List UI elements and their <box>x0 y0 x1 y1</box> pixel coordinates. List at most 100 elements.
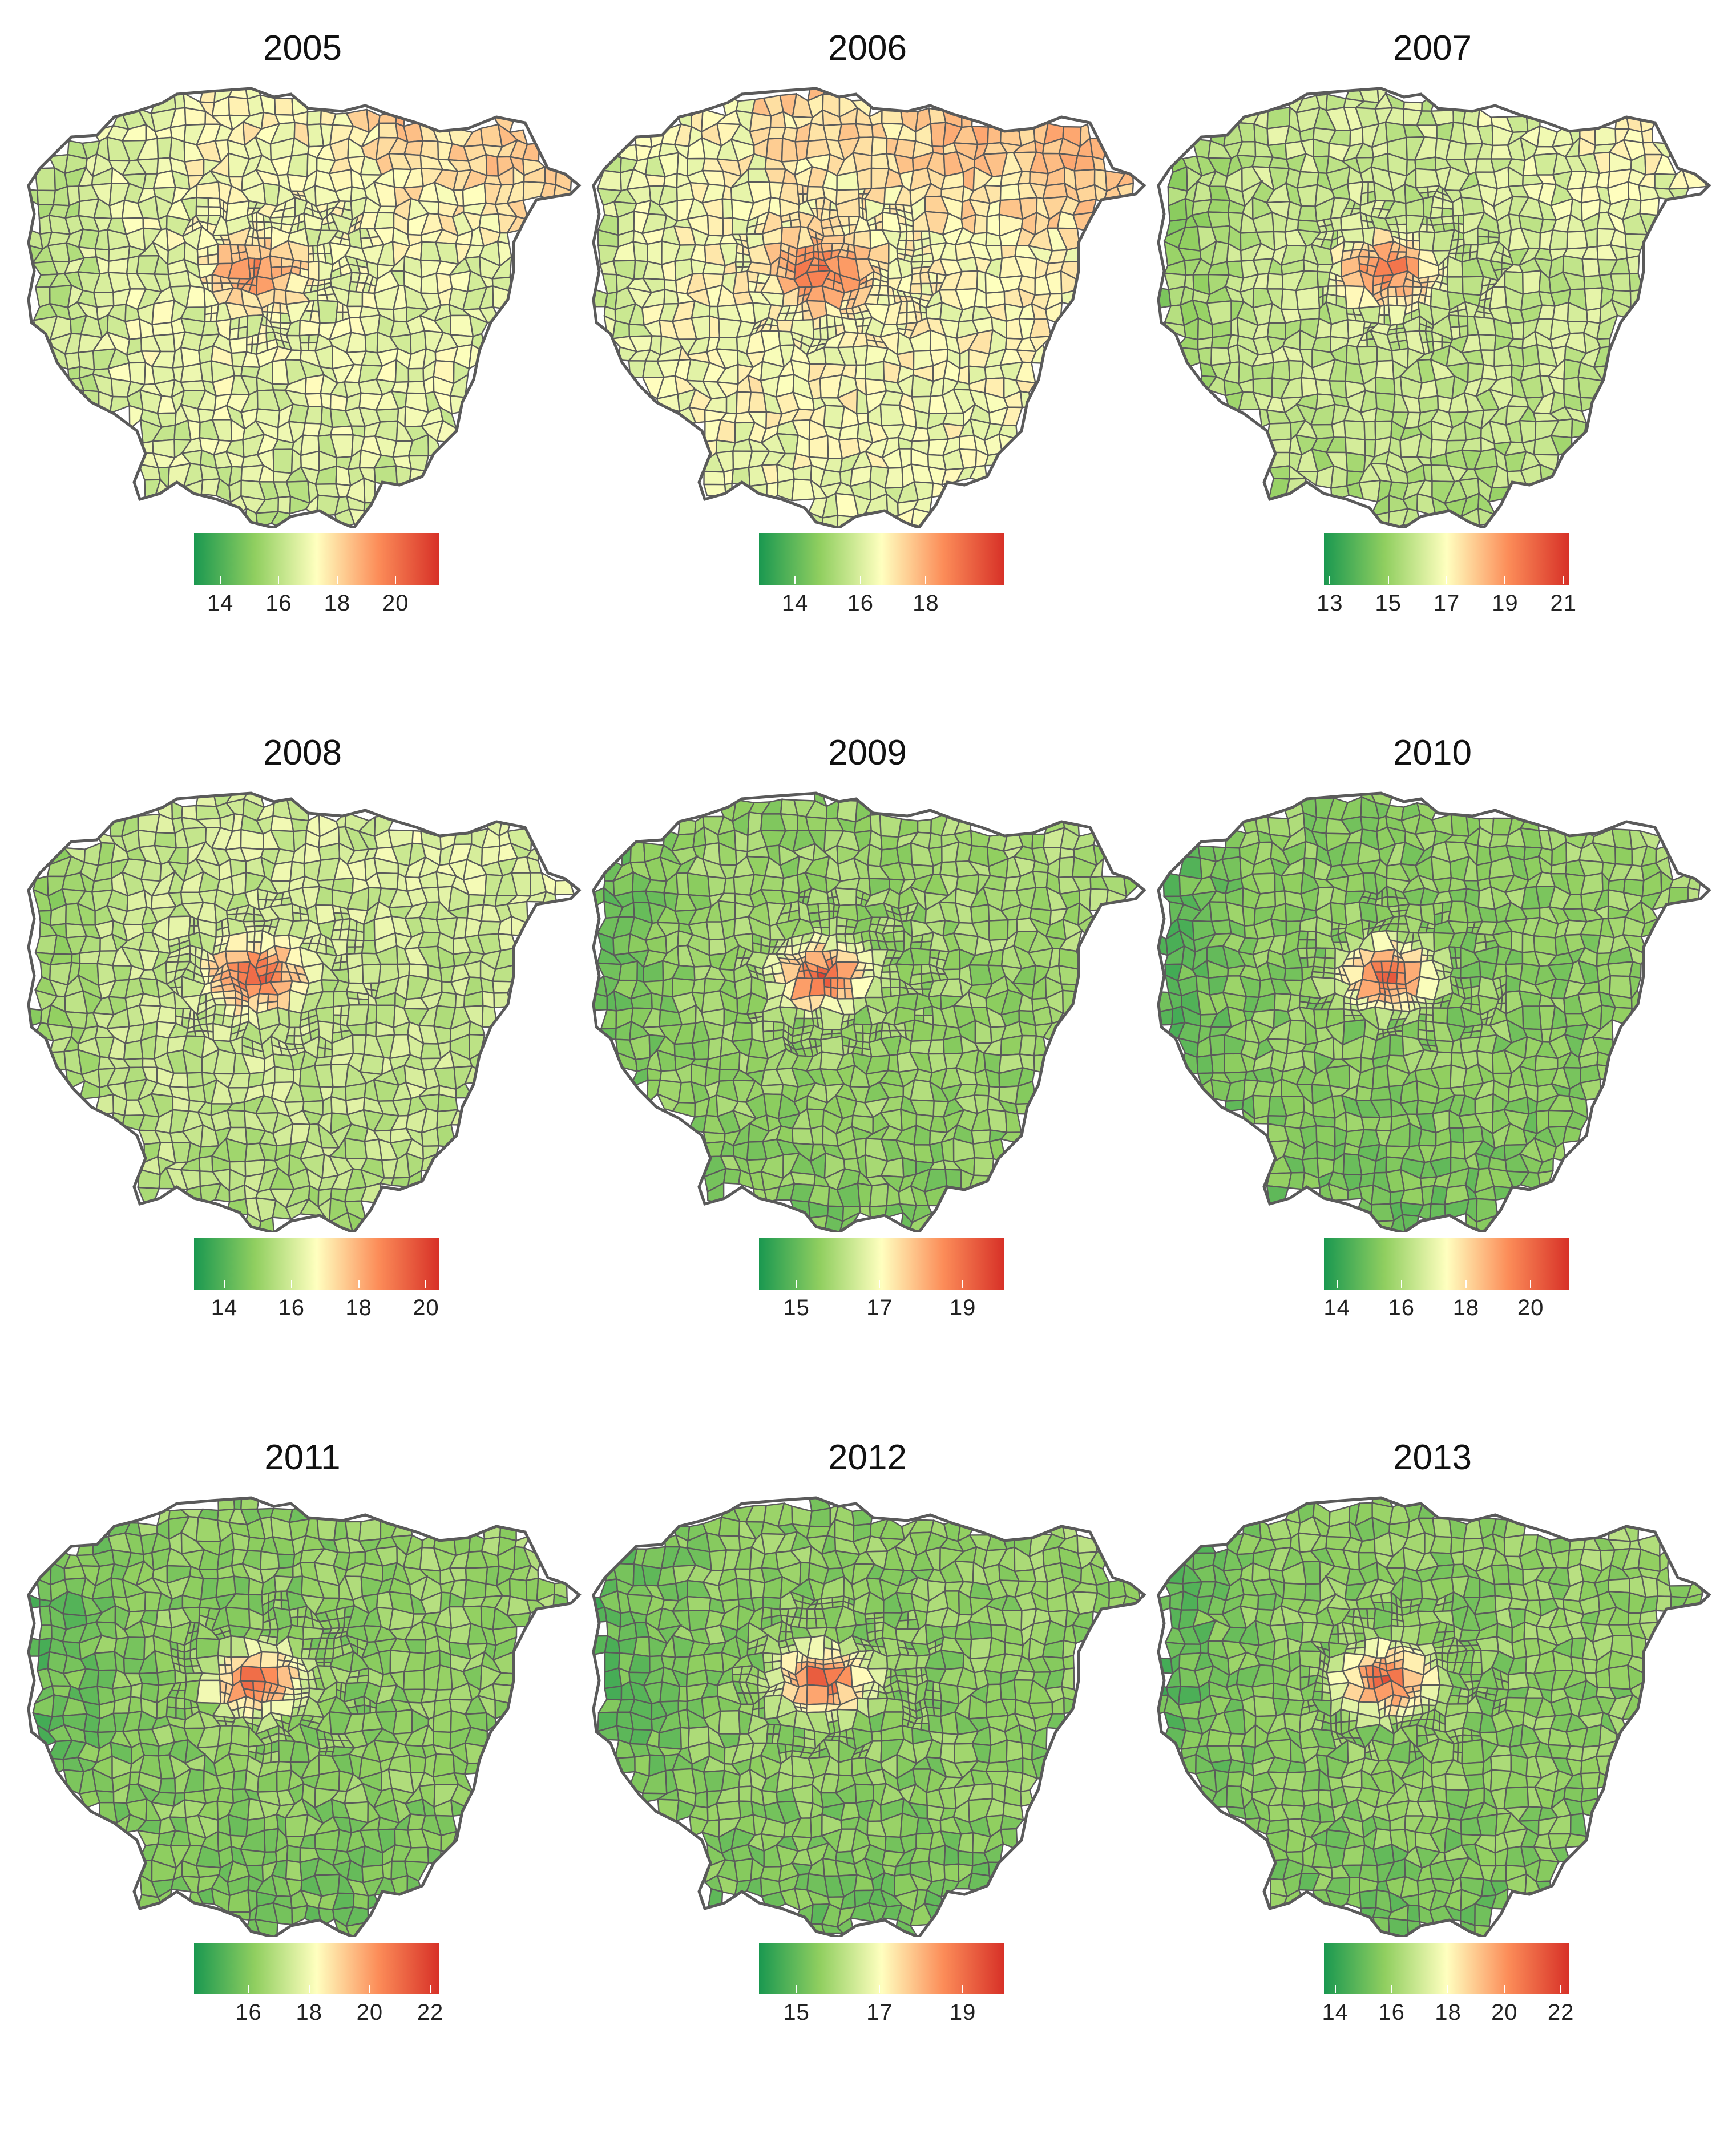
tick-mark <box>796 1280 797 1288</box>
ward-region <box>172 802 183 819</box>
tick-mark <box>224 1280 225 1288</box>
ward-region <box>1212 920 1231 934</box>
london-ward-map <box>588 787 1147 1232</box>
ward-region <box>288 154 308 177</box>
ward-region <box>94 292 114 307</box>
ward-region <box>601 1009 616 1029</box>
tick-mark <box>1504 576 1505 584</box>
ward-region <box>766 482 778 503</box>
tick-label: 16 <box>278 1295 305 1321</box>
tick-mark <box>1563 576 1564 584</box>
ward-region <box>228 1110 245 1127</box>
ward-region <box>362 964 381 983</box>
ward-region <box>348 291 363 306</box>
ward-region <box>200 969 209 977</box>
tick-mark <box>278 576 279 584</box>
ward-region <box>1093 157 1105 171</box>
ward-region <box>603 274 617 294</box>
ward-region <box>374 213 394 229</box>
ward-region <box>633 242 648 262</box>
ward-region <box>181 381 205 391</box>
tick-label: 18 <box>324 591 351 616</box>
ward-region <box>724 1169 741 1184</box>
ward-region <box>1359 249 1369 257</box>
ward-region <box>322 1097 332 1115</box>
ward-region <box>837 988 845 999</box>
ward-region <box>1549 230 1567 249</box>
ward-region <box>613 321 629 338</box>
tick-mark <box>1446 576 1447 584</box>
ward-region <box>928 272 937 284</box>
ward-region <box>942 1139 954 1162</box>
ward-region <box>208 198 220 207</box>
ward-region <box>158 1006 176 1023</box>
ward-region <box>321 224 329 231</box>
ward-region <box>274 98 293 115</box>
ward-region <box>37 191 55 205</box>
ward-region <box>1362 221 1368 229</box>
ward-region <box>1344 421 1364 440</box>
ward-region <box>124 1041 143 1060</box>
ward-region <box>483 992 495 1008</box>
ward-region <box>1208 212 1230 228</box>
ward-region <box>971 831 990 847</box>
ward-region <box>813 329 821 340</box>
tick-label: 16 <box>265 591 292 616</box>
ward-region <box>820 919 830 928</box>
ward-region <box>288 1028 295 1036</box>
ward-region <box>857 168 871 189</box>
ward-region <box>1610 274 1630 291</box>
ward-region <box>871 153 889 169</box>
ward-region <box>928 1040 944 1054</box>
ward-region <box>1328 279 1337 286</box>
ward-region <box>198 256 208 265</box>
ward-region <box>911 273 921 284</box>
ward-region <box>394 308 407 322</box>
ward-region <box>1615 847 1632 865</box>
ward-region <box>873 278 881 286</box>
ward-region <box>1063 991 1079 1014</box>
ward-region <box>404 141 423 156</box>
ward-region <box>1272 361 1290 380</box>
ward-region <box>870 111 882 126</box>
ward-region <box>885 468 903 488</box>
ward-region <box>1000 184 1020 201</box>
tick-label: 18 <box>913 591 939 616</box>
ward-region <box>482 1006 498 1028</box>
ward-region <box>185 159 204 176</box>
ward-region <box>736 253 744 262</box>
ward-region <box>663 978 673 996</box>
ward-region <box>305 407 322 424</box>
ward-region <box>918 819 931 833</box>
ward-region <box>1379 306 1384 315</box>
ward-region <box>362 940 376 953</box>
ward-region <box>732 218 748 235</box>
ward-region <box>1208 200 1229 213</box>
ward-region <box>709 316 720 338</box>
ward-region <box>421 273 438 294</box>
ward-region <box>899 223 907 232</box>
ward-region <box>1305 842 1318 859</box>
ward-region <box>196 207 209 216</box>
color-scale-bar <box>194 1238 439 1290</box>
ward-region <box>285 1036 294 1044</box>
ward-region <box>871 940 880 950</box>
tick-label: 21 <box>1551 591 1577 616</box>
tick-label: 20 <box>382 591 409 616</box>
ward-region <box>349 282 358 292</box>
ward-region <box>273 450 293 474</box>
ward-region <box>1396 215 1407 225</box>
ward-region <box>1567 231 1588 249</box>
panel-title: 2010 <box>1153 728 1712 779</box>
ward-region <box>856 124 873 138</box>
ward-region <box>1640 198 1660 216</box>
tick-mark <box>337 576 338 584</box>
panel-title: 2006 <box>588 23 1147 74</box>
ward-region <box>300 335 309 343</box>
ward-region <box>291 819 308 831</box>
ward-region <box>271 312 281 322</box>
ward-region <box>366 1022 376 1036</box>
